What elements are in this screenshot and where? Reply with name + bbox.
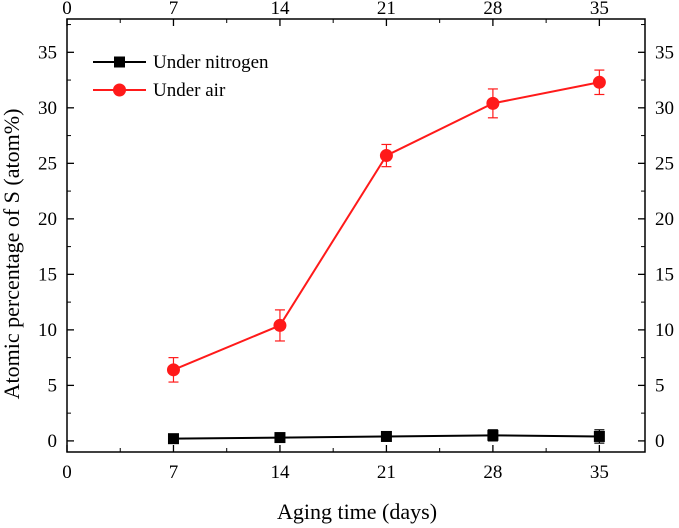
x-tick-label: 7 bbox=[169, 462, 179, 483]
data-point bbox=[273, 318, 287, 332]
plot-frame bbox=[66, 18, 646, 453]
series-2 bbox=[166, 69, 606, 383]
right-tick-label: 25 bbox=[655, 153, 674, 174]
legend-marker bbox=[114, 56, 125, 68]
top-tick-label: 21 bbox=[377, 0, 396, 19]
y-tick-label: 30 bbox=[38, 98, 57, 119]
right-tick-label: 0 bbox=[655, 431, 665, 452]
series-layer bbox=[166, 69, 606, 445]
y-tick-label: 35 bbox=[38, 42, 57, 63]
top-tick-label: 35 bbox=[590, 0, 609, 19]
right-tick-label: 20 bbox=[655, 209, 674, 230]
x-tick-label: 35 bbox=[590, 462, 609, 483]
top-tick-label: 7 bbox=[169, 0, 179, 19]
y-tick-label: 5 bbox=[48, 375, 58, 396]
x-tick-label: 21 bbox=[377, 462, 396, 483]
series-1 bbox=[167, 429, 605, 445]
legend: Under nitrogen Under air bbox=[93, 52, 269, 101]
data-point bbox=[487, 429, 499, 441]
y-tick-label: 15 bbox=[38, 264, 57, 285]
right-tick-label: 30 bbox=[655, 98, 674, 119]
data-point bbox=[593, 430, 605, 442]
y-tick-label: 25 bbox=[38, 153, 57, 174]
right-tick-label: 35 bbox=[655, 42, 674, 63]
data-point bbox=[486, 96, 500, 110]
data-point bbox=[166, 363, 180, 377]
y-tick-label: 20 bbox=[38, 209, 57, 230]
legend-label: Under air bbox=[153, 80, 226, 101]
y-axis-title: Atomic percentage of S (atom%) bbox=[0, 109, 24, 400]
right-tick-label: 10 bbox=[655, 320, 674, 341]
right-tick-label: 15 bbox=[655, 264, 674, 285]
top-tick-label: 14 bbox=[270, 0, 290, 19]
x-tick-label: 14 bbox=[270, 462, 290, 483]
data-point bbox=[167, 433, 179, 445]
y-tick-label: 10 bbox=[38, 320, 57, 341]
x-axis-title: Aging time (days) bbox=[277, 499, 437, 524]
data-point bbox=[380, 430, 392, 442]
right-tick-label: 5 bbox=[655, 375, 665, 396]
series-line bbox=[173, 81, 600, 371]
y-tick-label: 0 bbox=[48, 431, 58, 452]
x-tick-label: 0 bbox=[62, 462, 72, 483]
x-tick-label: 28 bbox=[483, 462, 502, 483]
top-tick-label: 28 bbox=[483, 0, 502, 19]
data-point bbox=[379, 149, 393, 163]
data-point bbox=[274, 432, 286, 444]
legend-label: Under nitrogen bbox=[153, 52, 269, 73]
legend-marker bbox=[113, 83, 126, 97]
top-tick-label: 0 bbox=[62, 0, 72, 19]
data-point bbox=[592, 75, 606, 89]
axes: 0 7 14 21 28 35 0 7 14 21 28 35 0 5 10 15 20 25 30 35 0 5 10 15… bbox=[38, 0, 674, 483]
